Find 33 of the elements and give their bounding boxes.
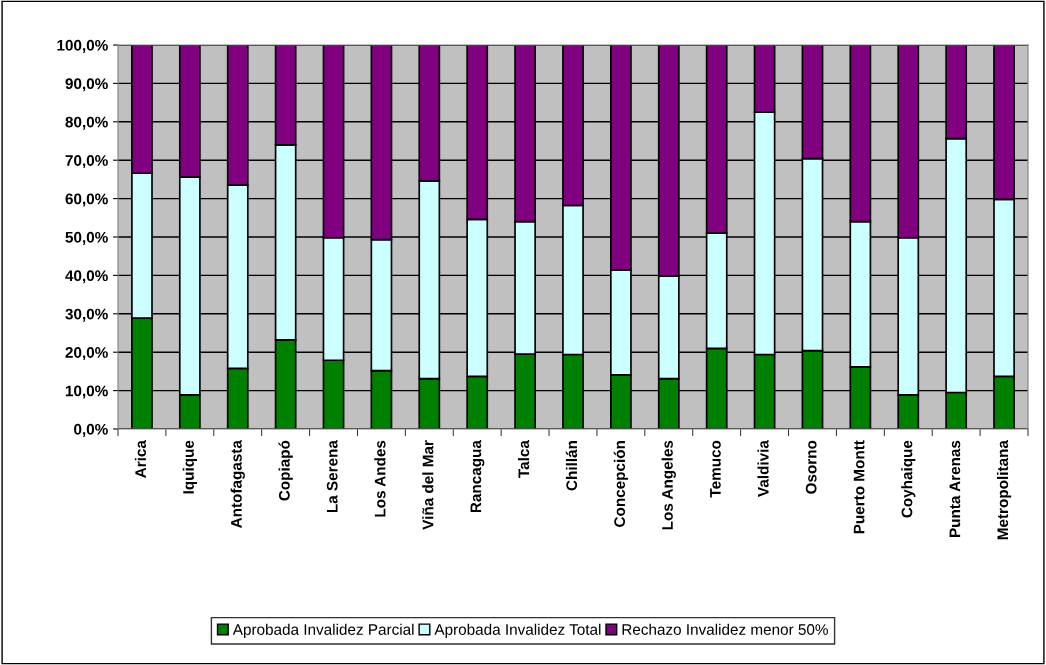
y-tick-label: 70,0% [65,155,108,169]
x-tick-label: Los Angeles [661,440,676,530]
x-tick-label: Viña del Mar [422,440,434,530]
y-tick-label: 100,0% [57,39,108,53]
x-tick-label: Rancagua [470,440,485,513]
x-tick-label: Punta Arenas [949,440,961,537]
y-tick-label: 30,0% [65,308,108,322]
x-tick-label: Copiapó [278,440,293,501]
x-tick-label: Coyhaique [901,440,916,518]
y-tick-label: 50,0% [65,231,108,245]
x-tick-label: La Serena [326,440,338,513]
legend-label: Rechazo Invalidez menor 50% [622,623,828,635]
y-tick-label: 40,0% [65,270,108,284]
legend-label: Aprobada Invalidez Total [434,623,601,638]
legend-label: Aprobada Invalidez Parcial [232,623,414,638]
x-tick-label: Temuco [710,440,721,498]
x-tick-label: Antofagasta [230,440,245,528]
x-tick-label: Concepción [613,441,629,527]
y-tick-label: 90,0% [65,78,108,92]
x-tick-label: Arica [134,440,147,478]
y-tick-label: 60,0% [65,193,108,207]
y-tick-label: 10,0% [65,385,108,399]
x-tick-label: Valdivia [757,440,769,497]
x-tick-label: Los Andes [374,440,386,517]
x-tick-label: Puerto Montt [853,440,865,534]
y-tick-label: 80,0% [65,116,108,130]
x-tick-label: Metropolitana [996,440,1012,540]
x-tick-label: Chillán [565,441,578,491]
y-tick-label: 20,0% [65,347,108,361]
x-tick-label: Iquique [182,440,197,494]
x-tick-label: Osorno [805,440,817,494]
y-tick-label: 0,0% [74,423,108,437]
x-tick-label: Talca [517,440,530,478]
